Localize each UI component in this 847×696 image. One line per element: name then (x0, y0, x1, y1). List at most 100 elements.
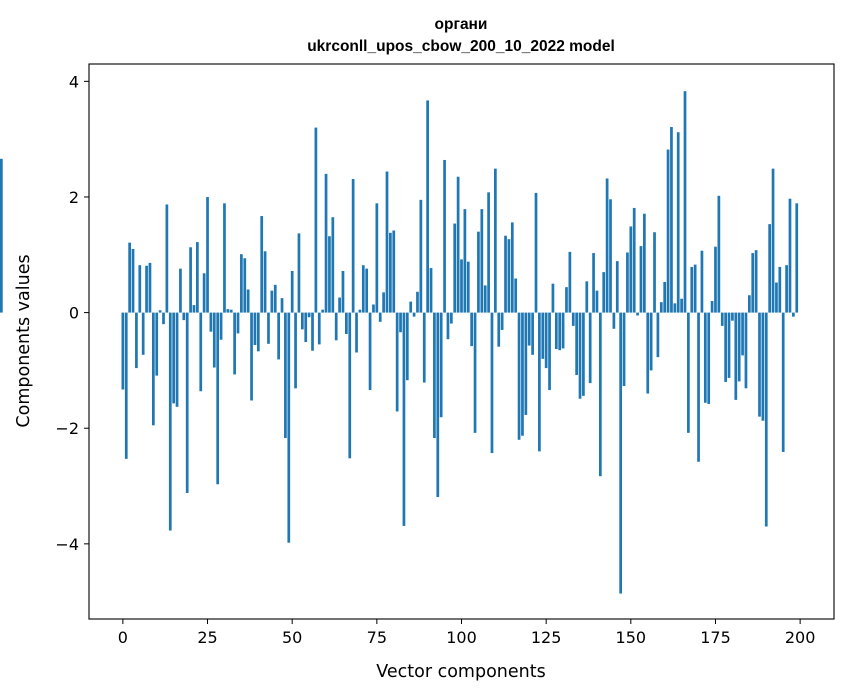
bar-160 (663, 281, 667, 313)
bar-36 (243, 258, 247, 313)
bar-190 (764, 312, 768, 527)
bar-10 (155, 312, 159, 376)
bar-16 (175, 312, 179, 407)
bar-96 (446, 312, 450, 340)
bar-155 (646, 312, 650, 394)
bar-56 (311, 312, 314, 351)
bar-137 (585, 281, 589, 313)
bar-153 (639, 246, 643, 313)
bar-121 (531, 312, 534, 355)
bar-32 (229, 309, 233, 313)
chart-title: органи (435, 16, 488, 33)
bar-109 (490, 312, 494, 454)
bar-62 (331, 217, 335, 313)
bar-115 (510, 222, 514, 313)
bar-37 (246, 289, 250, 313)
bar-30 (223, 203, 226, 313)
bar-54 (304, 312, 308, 343)
bar-25 (206, 196, 209, 313)
x-axis-label: Vector components (376, 662, 545, 682)
bar-65 (341, 270, 345, 313)
x-axis: 0 25 50 75 100 125 150 175 200 (118, 619, 815, 647)
bar-192 (771, 168, 775, 313)
x-tick-label-50: 50 (282, 628, 302, 647)
bar-19 (185, 312, 189, 493)
bar-43 (267, 312, 270, 344)
bar-58 (317, 312, 321, 345)
bar-168 (690, 266, 694, 313)
bar-28 (216, 312, 220, 485)
bar-165 (680, 298, 683, 313)
bar-175 (714, 246, 717, 313)
bar-94 (439, 312, 443, 418)
bar-197 (788, 198, 792, 313)
bar-184 (744, 312, 748, 389)
bar-163 (673, 303, 677, 313)
bar-140 (595, 290, 599, 313)
bar-52 (297, 233, 301, 313)
bar-76 (378, 312, 382, 322)
bar-8 (148, 262, 152, 313)
bar-86 (412, 312, 416, 317)
y-tick-label--4: −4 (55, 535, 79, 554)
bar-176 (717, 195, 721, 313)
x-tick-label-150: 150 (616, 628, 647, 647)
bar-63 (334, 312, 338, 341)
bar-173 (707, 312, 711, 404)
bar-82 (399, 312, 402, 333)
bar-23 (199, 312, 203, 392)
bar-97 (449, 312, 453, 324)
x-tick-label-175: 175 (700, 628, 731, 647)
bar-181 (734, 312, 738, 400)
bar-74 (372, 304, 375, 313)
bar-130 (561, 312, 565, 349)
x-tick-label-125: 125 (531, 628, 562, 647)
bar-95 (443, 159, 446, 313)
bar-185 (747, 295, 751, 313)
bar-117 (517, 312, 521, 440)
bar-42 (263, 251, 267, 313)
bar-60 (324, 173, 328, 313)
bar-46 (277, 312, 280, 360)
bar-156 (649, 312, 653, 371)
bar-9 (151, 312, 155, 426)
bar-31 (226, 309, 230, 313)
bar-48 (284, 312, 287, 439)
bar-69 (355, 312, 358, 353)
bar-112 (500, 312, 504, 330)
bar-172 (703, 312, 707, 403)
bar-75 (375, 203, 379, 313)
bar-132 (568, 251, 572, 313)
bar-188 (758, 312, 761, 417)
bar-3 (131, 249, 135, 313)
bar-198 (792, 312, 795, 317)
bar-undefined (0, 158, 3, 313)
y-tick-label-0: 0 (69, 304, 79, 323)
bar-143 (605, 178, 609, 313)
bar-189 (761, 312, 765, 421)
bar-166 (683, 91, 687, 313)
bar-125 (544, 312, 548, 369)
bar-186 (751, 253, 755, 313)
bar-126 (548, 312, 551, 391)
y-axis-label: Components values (14, 254, 34, 427)
bar-66 (345, 312, 348, 334)
bar-4 (135, 312, 138, 369)
bar-2 (128, 242, 131, 313)
bar-90 (426, 100, 429, 313)
bar-14 (168, 312, 172, 531)
bar-104 (473, 312, 477, 433)
bar-134 (575, 312, 578, 376)
bar-162 (670, 127, 673, 313)
bar-64 (338, 297, 341, 313)
bar-100 (460, 259, 463, 313)
bar-101 (463, 209, 467, 313)
bar-51 (294, 312, 297, 389)
bar-12 (162, 312, 165, 325)
bar-11 (158, 310, 162, 313)
y-tick-label--2: −2 (55, 419, 79, 438)
bar-50 (290, 270, 294, 313)
bar-151 (632, 207, 636, 313)
bar-178 (724, 312, 727, 382)
bar-119 (524, 312, 528, 415)
